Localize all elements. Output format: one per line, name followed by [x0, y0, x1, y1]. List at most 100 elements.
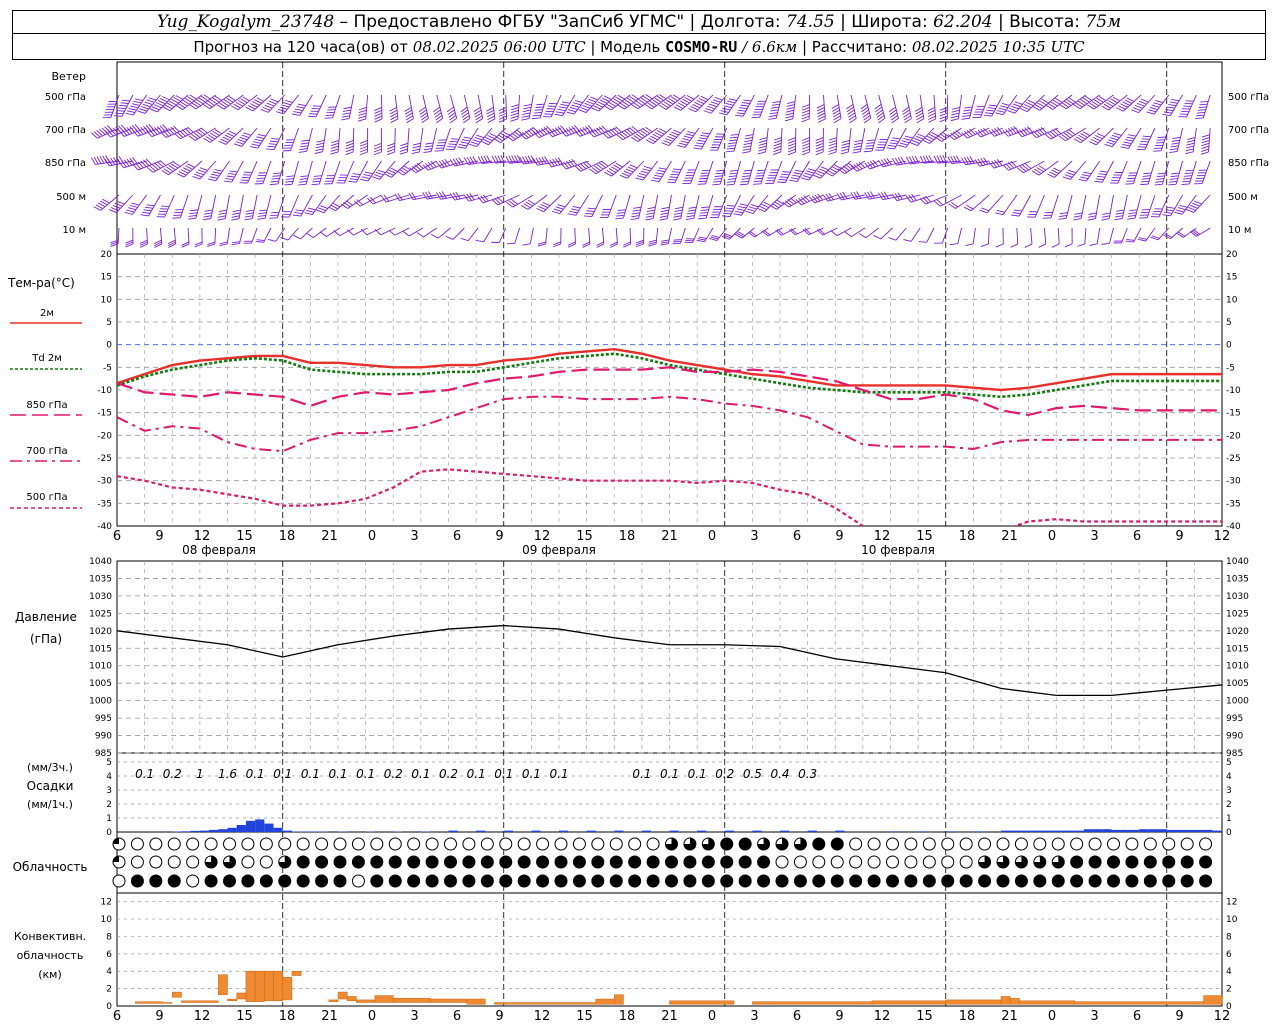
barb-shaft	[365, 94, 369, 119]
barb-feather	[1169, 101, 1178, 104]
cloud-cover-symbol	[922, 874, 936, 888]
cloud-cover-symbol	[1033, 874, 1047, 888]
barb-feather	[649, 100, 657, 106]
barb-feather	[656, 95, 664, 101]
barb-shaft	[152, 160, 175, 173]
cloud-circle	[959, 837, 973, 851]
barb-feather	[309, 113, 318, 115]
wind-barb	[1114, 194, 1128, 221]
barb-feather	[463, 194, 470, 202]
barb-feather	[184, 98, 193, 103]
precip-bar	[1185, 829, 1195, 832]
wind-barb	[396, 160, 424, 176]
barb-shaft	[759, 94, 769, 118]
barb-feather	[747, 208, 755, 212]
wind-barb	[815, 127, 824, 156]
cloud-circle	[1125, 837, 1139, 851]
cloud-circle	[223, 874, 236, 888]
cloud-circle	[1162, 855, 1176, 869]
wind-barb	[324, 94, 341, 119]
barb-feather	[1082, 131, 1091, 137]
precip-bar	[264, 823, 274, 832]
barb-feather	[902, 109, 910, 115]
barb-feather	[511, 198, 518, 205]
barb-feather	[154, 127, 161, 134]
barb-feather	[792, 174, 801, 178]
barb-shaft	[525, 127, 548, 140]
wind-barb	[449, 157, 479, 167]
wind-barb	[1073, 127, 1100, 144]
barb-feather	[1101, 215, 1110, 218]
barb-feather	[266, 148, 275, 151]
barb-feather	[536, 103, 545, 106]
wind-barb	[591, 94, 617, 112]
barb-feather	[852, 148, 862, 151]
barb-feather	[491, 199, 499, 206]
barb-feather	[774, 201, 782, 207]
legend-700-label: 700 гПа	[26, 446, 67, 457]
barb-feather	[212, 130, 220, 136]
barb-shaft	[527, 194, 548, 210]
barb-feather	[155, 102, 164, 107]
barb-feather	[952, 131, 960, 138]
wind-barb	[588, 125, 617, 138]
barb-feather	[728, 175, 737, 178]
barb-feather	[593, 105, 601, 110]
barb-shaft	[318, 160, 327, 185]
cloud-circle	[572, 855, 586, 869]
precip-bar	[448, 830, 458, 832]
barb-feather	[741, 102, 750, 104]
barb-feather	[444, 158, 450, 166]
cloud-cover-symbol	[167, 837, 181, 851]
barb-feather	[151, 128, 158, 135]
barb-shaft	[905, 94, 912, 119]
barb-feather	[936, 155, 941, 164]
conv-bar	[614, 994, 624, 1005]
wind-barb	[745, 194, 769, 215]
barb-feather	[495, 136, 504, 142]
barb-feather	[195, 130, 203, 137]
barb-feather	[244, 215, 254, 218]
barb-feather	[146, 204, 155, 207]
barb-feather	[565, 127, 572, 135]
conv-unit: (км)	[38, 968, 62, 981]
barb-feather	[924, 137, 932, 143]
barb-feather	[184, 127, 192, 134]
barb-feather	[139, 239, 148, 244]
barb-feather	[1061, 102, 1069, 108]
barb-shaft	[733, 160, 741, 185]
barb-feather	[709, 103, 717, 108]
wind-barb	[630, 194, 645, 221]
barb-feather	[1094, 180, 1103, 183]
cloud-circle	[480, 855, 494, 869]
cloud-circle	[830, 874, 844, 888]
cloud-circle	[388, 837, 402, 851]
barb-feather	[905, 156, 911, 165]
barb-feather	[167, 239, 176, 245]
barb-feather	[100, 200, 108, 206]
barb-feather	[1172, 136, 1181, 140]
barb-shaft	[408, 227, 424, 237]
barb-feather	[148, 123, 155, 131]
precip-bar	[1203, 829, 1213, 832]
barb-feather	[108, 209, 117, 213]
barb-feather	[457, 146, 466, 149]
barb-shaft	[209, 94, 230, 110]
barb-feather	[818, 228, 825, 235]
barb-feather	[761, 230, 769, 237]
cloud-cover-symbol	[1051, 837, 1065, 851]
barb-feather	[304, 212, 313, 216]
barb-shaft	[598, 94, 617, 112]
barb-feather	[1176, 232, 1184, 238]
barb-feather	[232, 212, 241, 215]
hour-label: 9	[155, 529, 163, 544]
barb-feather	[936, 199, 944, 206]
barb-feather	[157, 100, 166, 105]
barb-feather	[511, 155, 516, 163]
barb-feather	[740, 104, 749, 107]
cloud-cover-symbol	[1143, 837, 1157, 851]
cloud-fill	[1052, 856, 1065, 868]
barb-feather	[949, 243, 958, 246]
cloud-cover-symbol	[646, 837, 660, 851]
barb-feather	[253, 141, 262, 144]
